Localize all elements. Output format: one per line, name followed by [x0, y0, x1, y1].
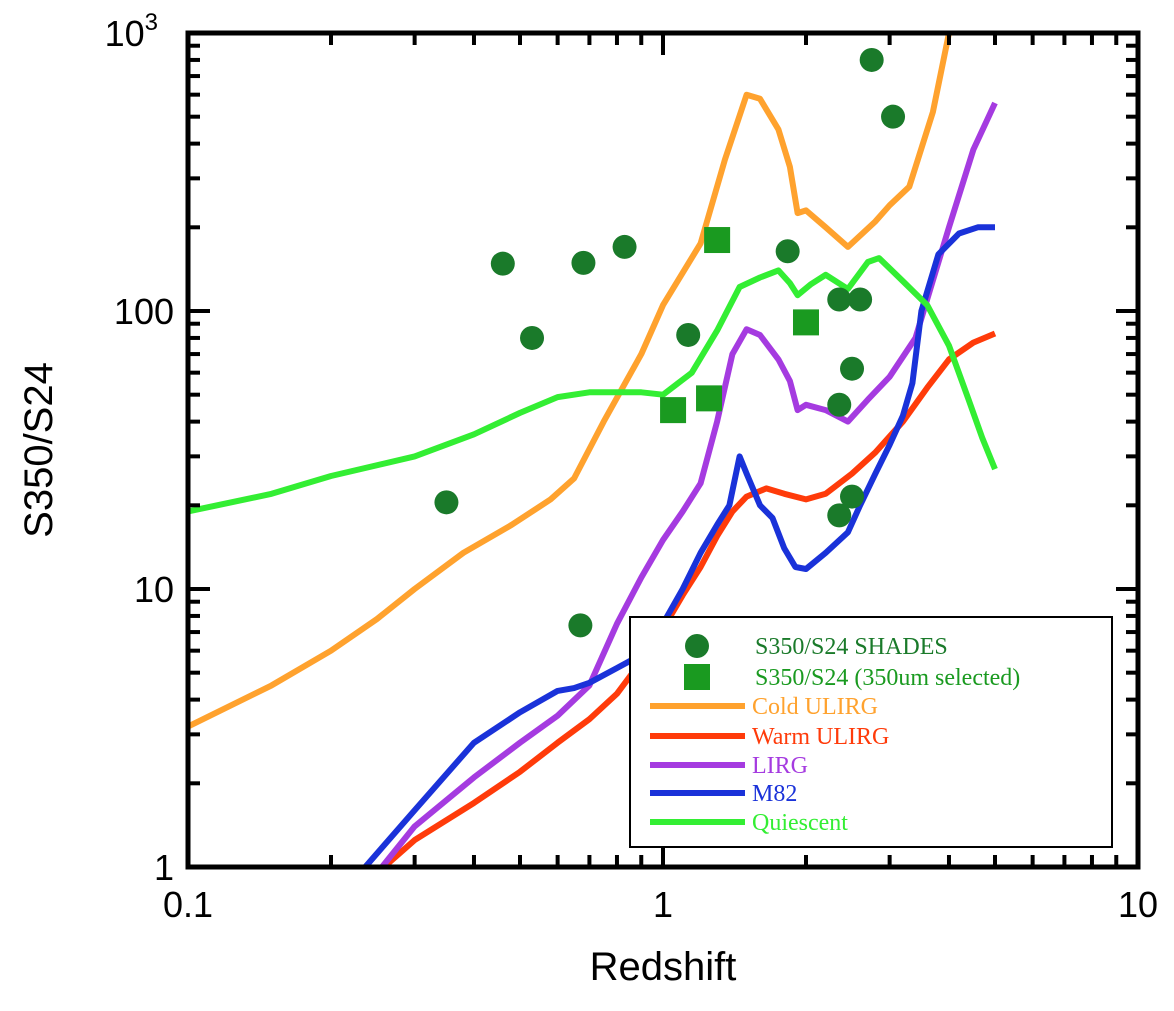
data-point-circle — [840, 484, 865, 509]
legend-label: S350/S24 (350um selected) — [755, 665, 1020, 691]
data-point-circle — [520, 325, 545, 350]
scatter-markers-layer — [434, 47, 906, 638]
data-point-square — [660, 397, 687, 424]
legend: S350/S24 SHADES S350/S24 (350um selected)… — [629, 616, 1113, 848]
legend-marker-square — [684, 664, 710, 690]
legend-label: Warm ULIRG — [752, 724, 889, 750]
series-lines-layer — [188, 33, 998, 867]
legend-label: LIRG — [752, 753, 808, 779]
data-point-square — [704, 227, 731, 254]
series-line-quiescent — [188, 255, 998, 515]
data-point-circle — [571, 250, 596, 275]
y-axis-title: S350/S24 — [17, 362, 61, 538]
legend-marker-circle — [685, 634, 709, 658]
x-tick-label: 10 — [1118, 884, 1158, 925]
data-point-circle — [881, 104, 906, 129]
legend-label: Quiescent — [752, 810, 848, 836]
legend-label: S350/S24 SHADES — [755, 634, 948, 660]
data-point-circle — [840, 356, 865, 381]
data-point-circle — [859, 47, 884, 72]
data-point-circle — [848, 287, 873, 312]
series-line-cold-ulirg — [188, 33, 952, 730]
x-tick-label: 0.1 — [163, 884, 213, 925]
data-point-circle — [568, 613, 593, 638]
y-tick-label: 10 — [134, 569, 174, 610]
series-line-lirg — [378, 101, 998, 867]
data-point-square — [792, 309, 819, 336]
y-tick-label: 100 — [114, 291, 174, 332]
legend-box — [629, 616, 1113, 848]
legend-label: Cold ULIRG — [752, 694, 878, 720]
data-point-circle — [827, 392, 852, 417]
y-tick-label: 103 — [105, 9, 158, 54]
data-point-square — [696, 385, 723, 412]
data-point-circle — [612, 234, 637, 259]
data-point-circle — [827, 503, 852, 528]
x-tick-label: 1 — [653, 884, 673, 925]
data-point-circle — [676, 322, 701, 347]
data-point-circle — [775, 239, 800, 264]
data-point-circle — [434, 490, 459, 515]
axis-ticks — [186, 31, 1140, 869]
legend-label: M82 — [752, 781, 797, 807]
data-point-circle — [490, 251, 515, 276]
data-point-circle — [827, 287, 852, 312]
x-axis-title: Redshift — [590, 945, 737, 989]
y-tick-label: 1 — [154, 847, 174, 888]
series-line-m82 — [361, 224, 995, 867]
